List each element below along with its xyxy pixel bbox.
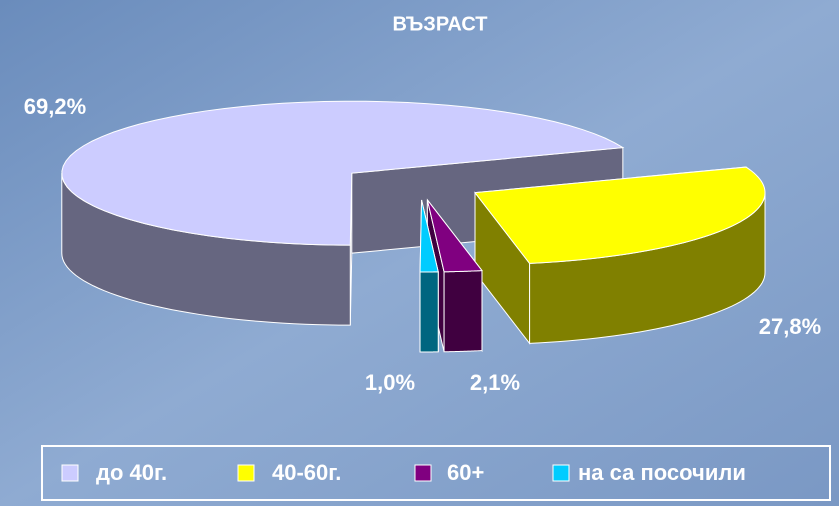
data-label: 1,0% xyxy=(365,370,415,395)
legend-label: на са посочили xyxy=(578,460,746,485)
data-label: 69,2% xyxy=(24,94,86,119)
slice-top xyxy=(474,166,766,264)
legend-label: до 40г. xyxy=(96,460,167,485)
data-label: 27,8% xyxy=(759,314,821,339)
slice-top xyxy=(61,100,625,246)
legend-label: 60+ xyxy=(447,460,484,485)
legend-box xyxy=(41,445,831,501)
chart-title: ВЪЗРАСТ xyxy=(392,13,487,35)
data-label: 2,1% xyxy=(470,370,520,395)
slice-top xyxy=(419,199,439,273)
legend-swatch xyxy=(61,464,79,482)
slice-top xyxy=(426,199,483,273)
legend-swatch xyxy=(552,464,570,482)
slice-side xyxy=(419,271,439,353)
legend-label: 40-60г. xyxy=(272,460,341,485)
legend-swatch xyxy=(414,464,432,482)
slice-side xyxy=(443,270,483,353)
legend-swatch xyxy=(237,464,255,482)
